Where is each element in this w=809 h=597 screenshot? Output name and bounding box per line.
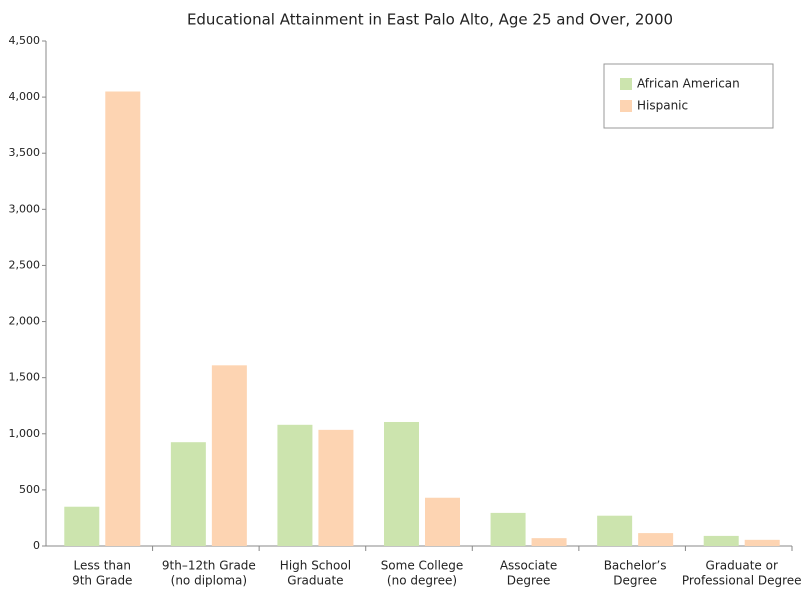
y-tick-label: 3,500 [9, 146, 41, 159]
x-tick-label: Degree [613, 574, 657, 588]
x-tick-label: High School [280, 559, 351, 573]
y-tick-label: 1,000 [9, 427, 41, 440]
bar [384, 421, 419, 546]
legend-swatch [620, 100, 632, 112]
bar [490, 512, 526, 546]
x-tick-label: (no degree) [387, 574, 457, 588]
y-tick-label: 0 [33, 539, 40, 552]
x-tick-label: Less than [74, 559, 131, 573]
x-tick-label: Some College [381, 559, 464, 573]
bar [277, 424, 313, 546]
legend-swatch [620, 78, 632, 90]
x-tick-label: 9th Grade [72, 574, 132, 588]
x-tick-label: (no diploma) [171, 574, 247, 588]
x-tick-label: Professional Degree [682, 574, 802, 588]
legend-label: Hispanic [637, 99, 688, 113]
legend-box [603, 63, 774, 129]
x-tick-label: 9th–12th Grade [162, 559, 256, 573]
x-tick-label: Bachelor’s [604, 559, 667, 573]
y-tick-label: 2,000 [9, 315, 41, 328]
bar [744, 539, 780, 546]
bar [170, 442, 206, 546]
bar [211, 365, 247, 546]
y-tick-label: 500 [19, 483, 40, 496]
bar [318, 429, 354, 546]
bar [425, 497, 460, 546]
y-tick-label: 3,000 [9, 202, 41, 215]
bar [703, 535, 739, 546]
bar [531, 538, 567, 546]
y-tick-label: 4,500 [9, 34, 41, 47]
x-tick-label: Graduate [287, 574, 343, 588]
y-tick-label: 4,000 [9, 90, 41, 103]
x-tick-label: Degree [507, 574, 551, 588]
x-tick-label: Associate [500, 559, 557, 573]
legend-label: African American [637, 77, 740, 91]
bar [105, 91, 141, 546]
x-tick-label: Graduate or [706, 559, 778, 573]
bar [638, 533, 674, 546]
chart-title: Educational Attainment in East Palo Alto… [187, 11, 673, 29]
bar [597, 515, 633, 546]
bar [64, 506, 100, 546]
y-tick-label: 2,500 [9, 258, 41, 271]
y-tick-label: 1,500 [9, 371, 41, 384]
